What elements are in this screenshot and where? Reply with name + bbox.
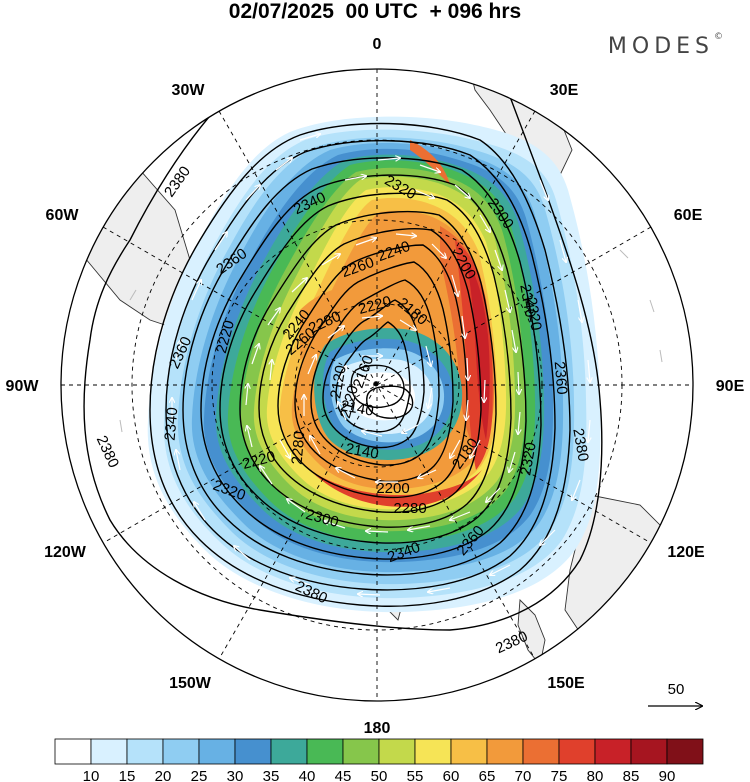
contour-label: 2340 [162,407,182,442]
copyright-mark: © [714,32,723,42]
contour-label: 2280 [289,431,309,466]
colorbar-swatch [558,738,596,765]
contour-label: 2380 [569,427,592,463]
globe-outline [60,68,694,702]
reference-vector: 50 [648,681,702,706]
colorbar-swatch [234,738,272,765]
colorbar-tick-label: 35 [263,768,280,782]
map-title: 02/07/2025 00 UTC + 096 hrs [228,0,522,23]
height-contours [83,69,603,631]
colorbar-swatch [126,738,164,765]
colorbar-swatch [162,738,200,765]
colorbar-tick-label: 85 [623,768,640,782]
longitude-labels: 0 30E 60E 90E 120E 150E 180 150W 120W 90… [6,36,745,737]
colorbar-swatch [378,738,416,765]
colorbar-tick-label: 30 [227,768,244,782]
colorbar-swatch [594,738,632,765]
colorbar-swatch [666,738,704,765]
colorbar-swatch [90,738,128,765]
lon-label-150e: 150E [547,675,585,692]
colorbar-swatch [270,738,308,765]
colorbar-tick-label: 70 [515,768,532,782]
lon-label-60w: 60W [46,207,80,224]
colorbar-swatch [450,738,488,765]
colorbar-swatch [414,738,452,765]
lon-label-0: 0 [373,36,382,53]
wind-vectors [172,134,590,595]
contour-label: 2320 [517,441,540,477]
brand-logo: MODES© [607,32,723,59]
colorbar-tick-label: 45 [335,768,352,782]
wind-speed-shading [147,116,601,613]
colorbar: 10 15 20 25 30 35 40 45 50 55 60 65 70 75 80 85 90 [54,738,704,782]
colorbar-tick-label: 75 [551,768,568,782]
lon-label-30w: 30W [172,82,206,99]
lon-label-120e: 120E [667,544,705,561]
lon-label-60e: 60E [674,207,703,224]
pole-marker [373,381,379,387]
lon-label-90e: 90E [716,378,745,395]
colorbar-tick-label: 50 [371,768,388,782]
colorbar-tick-label: 90 [659,768,676,782]
colorbar-tick-label: 65 [479,768,496,782]
colorbar-tick-label: 55 [407,768,424,782]
colorbar-swatch [198,738,236,765]
colorbar-tick-label: 25 [191,768,208,782]
colorbar-tick-label: 15 [119,768,136,782]
colorbar-swatch [486,738,524,765]
contour-label: 2120 [327,364,350,400]
contour-2360 [149,122,571,607]
contour-label: 2340 [516,283,539,319]
lon-label-90w: 90W [6,378,40,395]
brand-name: MODES [607,34,714,59]
colorbar-swatch [342,738,380,765]
lon-label-180: 180 [364,720,391,737]
colorbar-swatch [54,738,92,765]
colorbar-tick-label: 60 [443,768,460,782]
colorbar-tick-label: 40 [299,768,316,782]
colorbar-tick-label: 10 [83,768,100,782]
lon-label-120w: 120W [44,544,87,561]
lon-label-30e: 30E [550,82,579,99]
contour-label: 2280 [393,500,426,517]
colorbar-swatch [522,738,560,765]
colorbar-swatch [630,738,668,765]
contour-outer [83,69,603,631]
contour-label: 2140 [339,397,375,420]
contour-label: 2140 [344,440,380,463]
contour-label: 2360 [551,361,571,396]
contour-label: 2200 [376,480,409,497]
colorbar-tick-label: 20 [155,768,172,782]
reference-vector-value: 50 [668,681,685,698]
contour-label: 2320 [522,296,545,332]
lon-label-150w: 150W [169,675,212,692]
colorbar-tick-label: 80 [587,768,604,782]
colorbar-swatch [306,738,344,765]
